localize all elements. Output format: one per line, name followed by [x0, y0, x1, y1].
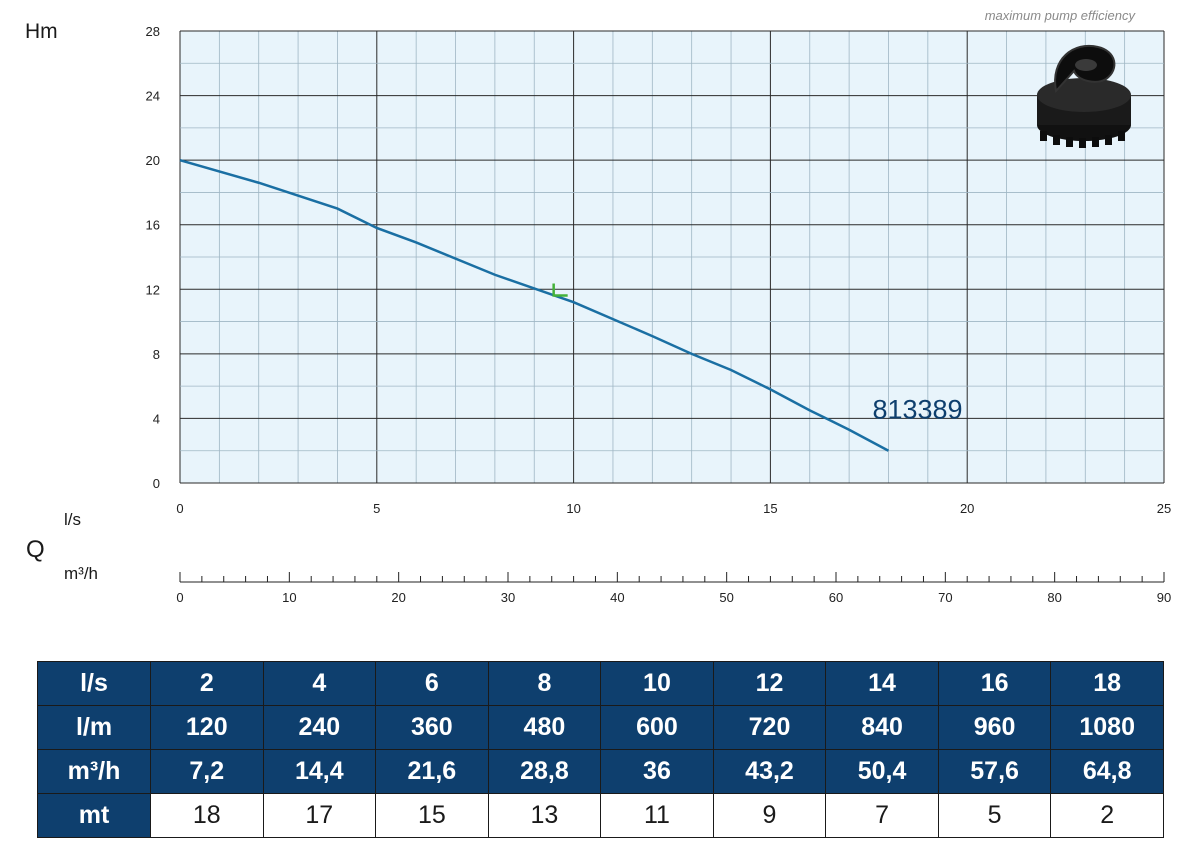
table-cell: 12	[712, 661, 827, 706]
secondary-tick-label: 10	[282, 590, 296, 605]
table-cell: 16	[937, 661, 1052, 706]
table-cell: 240	[262, 705, 377, 750]
table-cell: 43,2	[712, 749, 827, 794]
table-cell: 18	[1050, 661, 1164, 706]
table-cell: 36	[600, 749, 714, 794]
curve-model-label: 813389	[872, 395, 962, 425]
y-tick-label: 12	[146, 282, 160, 297]
table-cell: 28,8	[487, 749, 602, 794]
table-cell: 120	[150, 705, 264, 750]
y-tick-label: 8	[153, 347, 160, 362]
table-cell: 8	[487, 661, 602, 706]
secondary-x-axis-unit-label: m³/h	[64, 564, 98, 583]
secondary-tick-label: 0	[176, 590, 183, 605]
table-cell: 360	[375, 705, 489, 750]
best-efficiency-marker	[552, 283, 568, 297]
y-tick-label: 20	[146, 153, 160, 168]
table-cell: 9	[712, 793, 827, 838]
x-tick-label: 0	[176, 501, 183, 516]
table-cell: 840	[825, 705, 939, 750]
table-row: m³/h 7,2 14,4 21,6 28,8 36 43,2 50,4 57,6 64,8	[37, 749, 1164, 794]
row-header: l/m	[37, 705, 151, 750]
table-cell: 11	[600, 793, 714, 838]
secondary-tick-label: 30	[501, 590, 515, 605]
table-cell: 2	[150, 661, 264, 706]
table-cell: 600	[600, 705, 714, 750]
secondary-tick-label: 80	[1047, 590, 1061, 605]
secondary-x-axis: 0 10 20 30 40 50 60 70 80 90	[176, 572, 1171, 605]
secondary-tick-label: 70	[938, 590, 952, 605]
x-tick-label: 5	[373, 501, 380, 516]
axis-ticks: 0 4 8 12 16 20 24 28 0 5 10 15 20 25	[146, 24, 1172, 516]
secondary-tick-label: 90	[1157, 590, 1171, 605]
table-cell: 64,8	[1050, 749, 1164, 794]
y-tick-label: 0	[153, 476, 160, 491]
table-cell: 57,6	[937, 749, 1052, 794]
y-tick-label: 28	[146, 24, 160, 39]
table-cell: 2	[1050, 793, 1164, 838]
table-cell: 5	[937, 793, 1052, 838]
pump-impeller-icon	[1037, 44, 1131, 148]
table-cell: 17	[262, 793, 377, 838]
curve-layer: 813389	[179, 158, 963, 452]
table-row: l/m 120 240 360 480 600 720 840 960 1080	[37, 705, 1164, 750]
grid	[179, 30, 1165, 484]
table-cell: 21,6	[375, 749, 489, 794]
table-cell: 480	[487, 705, 602, 750]
table-cell: 960	[937, 705, 1052, 750]
table-cell: 14,4	[262, 749, 377, 794]
table-row: l/s 2 4 6 8 10 12 14 16 18	[37, 661, 1164, 706]
table-cell: 1080	[1050, 705, 1164, 750]
x-tick-label: 20	[960, 501, 974, 516]
row-header: mt	[37, 793, 151, 838]
pump-curve-chart: 0 4 8 12 16 20 24 28 0 5 10 15 20 25 813389 0 10 20 30 40…	[146, 8, 1172, 605]
y-tick-label: 24	[146, 89, 160, 104]
table-cell: 7,2	[150, 749, 264, 794]
performance-table: l/s 2 4 6 8 10 12 14 16 18 l/m 120 240 360 480 600 720 84…	[37, 661, 1164, 838]
efficiency-note: maximum pump efficiency	[985, 8, 1137, 23]
secondary-tick-label: 60	[829, 590, 843, 605]
table-cell: 14	[825, 661, 939, 706]
table-cell: 7	[825, 793, 939, 838]
pump-curve-line	[179, 158, 890, 452]
x-tick-label: 15	[763, 501, 777, 516]
flow-symbol-label: Q	[26, 536, 45, 563]
secondary-tick-label: 20	[391, 590, 405, 605]
table-cell: 720	[712, 705, 827, 750]
y-axis-unit-label: Hm	[25, 20, 58, 43]
x-tick-label: 25	[1157, 501, 1171, 516]
y-tick-label: 4	[153, 411, 160, 426]
row-header: l/s	[37, 661, 151, 706]
table-cell: 15	[375, 793, 489, 838]
secondary-tick-label: 40	[610, 590, 624, 605]
table-cell: 10	[600, 661, 714, 706]
row-header: m³/h	[37, 749, 151, 794]
table-cell: 50,4	[825, 749, 939, 794]
y-tick-label: 16	[146, 218, 160, 233]
table-cell: 13	[487, 793, 602, 838]
table-cell: 6	[375, 661, 489, 706]
secondary-tick-label: 50	[719, 590, 733, 605]
x-tick-label: 10	[566, 501, 580, 516]
x-axis-unit-label: l/s	[64, 510, 81, 529]
table-row: mt 18 17 15 13 11 9 7 5 2	[37, 793, 1164, 838]
table-cell: 4	[262, 661, 377, 706]
table-cell: 18	[150, 793, 264, 838]
